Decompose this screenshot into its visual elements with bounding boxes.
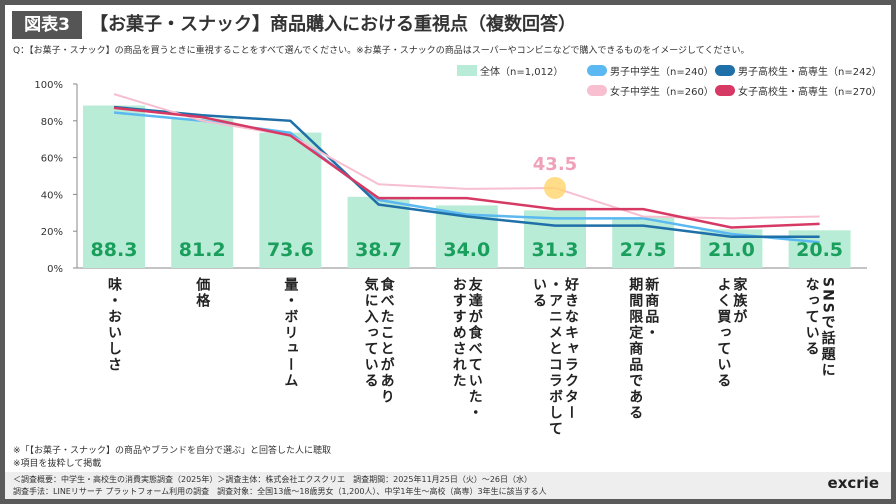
chart-title: 【お菓子・スナック】商品購入における重視点（複数回答）	[90, 14, 576, 35]
bar-value-label: 21.0	[708, 239, 755, 261]
figure-badge: 図表3	[12, 11, 82, 39]
bar-value-label: 38.7	[355, 239, 402, 261]
legend-swatch	[715, 85, 735, 96]
legend-swatch	[587, 85, 607, 96]
footer: ＜調査概要：中学生・高校生の消費実態調査（2025年）＞調査主体：株式会社エクス…	[5, 472, 891, 499]
excrie-logo: excrie	[827, 474, 879, 492]
legend-item: 全体（n=1,012）	[457, 63, 563, 78]
chart-frame: 図表3 【お菓子・スナック】商品購入における重視点（複数回答） Q：【お菓子・ス…	[5, 5, 891, 499]
legend-label: 男子高校生・高専生（n=242）	[738, 67, 882, 78]
legend-item: 男子中学生（n=240）	[587, 63, 714, 78]
category-label: 価格	[194, 277, 211, 309]
series-line	[113, 93, 820, 220]
survey-method: 調査手法：LINEリサーチ プラットフォーム利用の調査 調査対象：全国13歳～1…	[13, 487, 547, 496]
bar-value-label: 88.3	[91, 239, 138, 261]
legend-swatch	[457, 65, 477, 76]
category-label: 食べたことがあり 気に入っている	[362, 277, 395, 405]
y-tick-label: 0%	[47, 264, 63, 275]
category-label: 友達が食べていた・ おすすめされた	[450, 277, 483, 421]
bar-value-label: 31.3	[532, 239, 579, 261]
category-label: 家族が よく買っている	[715, 277, 748, 389]
y-tick-label: 100%	[34, 80, 63, 91]
notes: ※「【お菓子・スナック】の商品やブランドを自分で選ぶ」と回答した人に聴取 ※項目…	[13, 445, 331, 471]
legend-label: 男子中学生（n=240）	[610, 67, 714, 78]
legend-swatch	[715, 65, 735, 76]
bar	[524, 210, 586, 268]
legend-label: 全体（n=1,012）	[480, 67, 564, 78]
y-tick-label: 80%	[41, 117, 63, 128]
bar	[83, 105, 145, 268]
legend-item: 男子高校生・高専生（n=242）	[715, 63, 882, 78]
bar-value-label: 73.6	[267, 239, 314, 261]
note: ※項目を抜粋して掲載	[13, 459, 102, 469]
y-tick-label: 60%	[41, 154, 63, 165]
legend-item: 女子中学生（n=260）	[587, 83, 714, 98]
annotation-label: 43.5	[533, 154, 577, 175]
y-tick-label: 20%	[41, 227, 63, 238]
category-label: 好きなキャラクター ・アニメとコラボして いる	[531, 277, 579, 437]
survey-overview: ＜調査概要：中学生・高校生の消費実態調査（2025年）＞調査主体：株式会社エクス…	[13, 475, 533, 484]
category-label: 量・ボリューム	[282, 277, 299, 389]
bar-value-label: 81.2	[179, 239, 226, 261]
series-line	[113, 106, 820, 229]
bar	[171, 118, 234, 268]
bar	[347, 196, 410, 268]
highlight-marker	[544, 176, 566, 199]
y-tick-label: 40%	[41, 190, 63, 201]
bar-value-label: 34.0	[443, 239, 490, 261]
chart-plot: 0% 20% 40% 60% 80% 100% 43.5 88.3 81.2 73.6 38.7 34…	[34, 80, 867, 275]
bar	[259, 132, 322, 268]
category-label: 味・おいしさ	[106, 277, 122, 373]
category-label: 新商品・ 期間限定商品である	[627, 277, 660, 421]
legend-label: 女子中学生（n=260）	[610, 87, 714, 98]
legend-label: 女子高校生・高専生（n=270）	[738, 87, 882, 98]
legend-swatch	[587, 65, 607, 76]
legend-item: 女子高校生・高専生（n=270）	[715, 83, 882, 98]
bar-value-label: 20.5	[796, 239, 843, 261]
question-text: Q：【お菓子・スナック】の商品を買うときに重視することをすべて選んでください。※…	[13, 46, 750, 56]
series-line	[113, 105, 820, 238]
note: ※「【お菓子・スナック】の商品やブランドを自分で選ぶ」と回答した人に聴取	[13, 446, 332, 456]
category-label: SNSで話題に なっている	[803, 277, 836, 379]
bar-value-label: 27.5	[620, 239, 667, 261]
